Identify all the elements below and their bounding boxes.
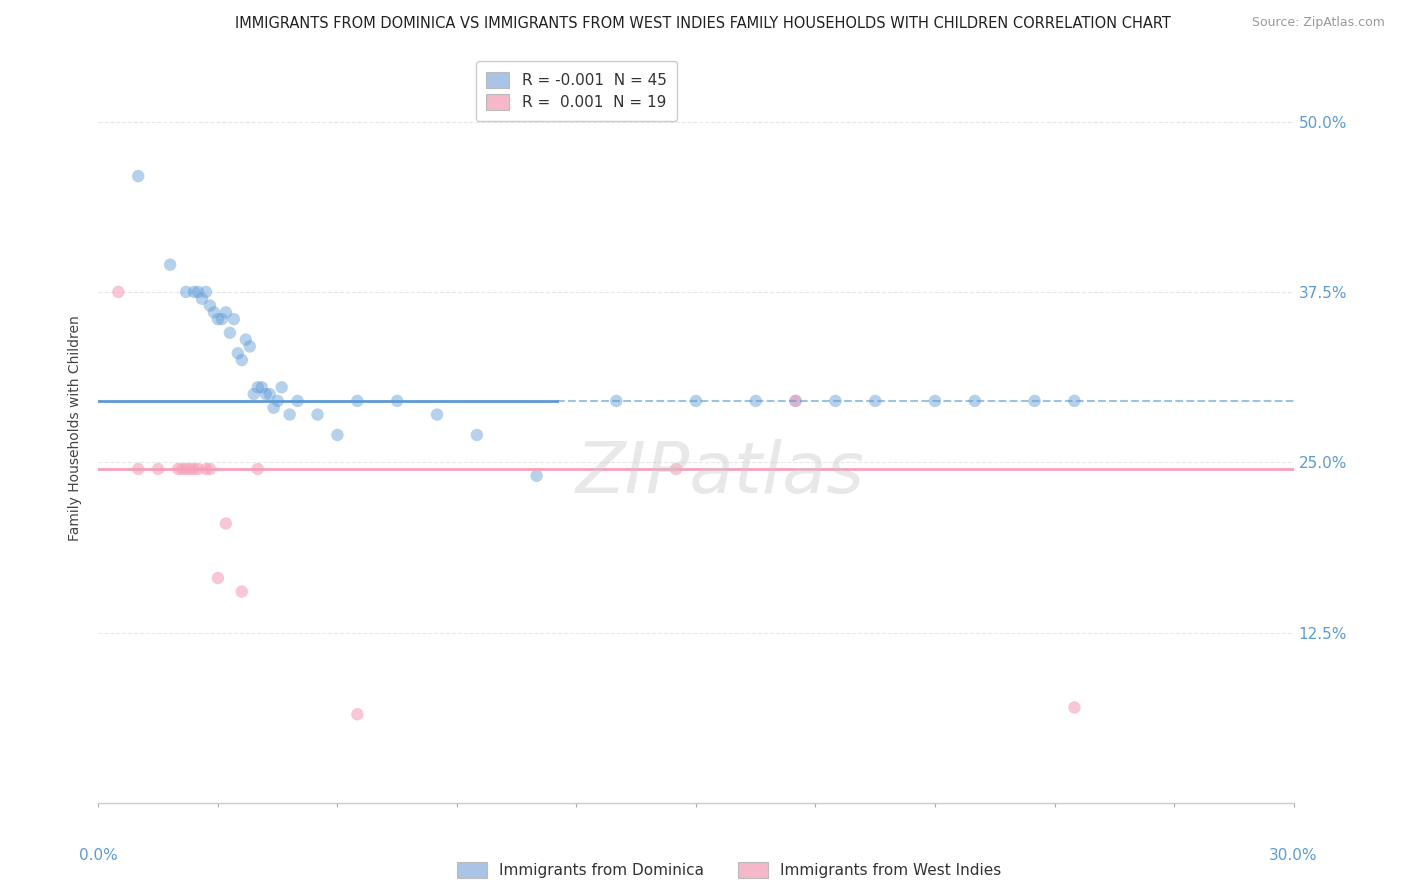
Point (187, 285, 209, 299)
Point (226, 346, 249, 360)
Point (222, 312, 245, 326)
Point (202, 305, 225, 319)
Bar (738, 862, 768, 879)
Point (250, 380, 273, 394)
Point (174, 285, 197, 299)
Point (865, 393, 887, 408)
Point (215, 516, 238, 531)
Point (605, 393, 627, 408)
Point (172, 462, 194, 476)
Point (243, 387, 266, 401)
Point (278, 408, 301, 422)
Point (426, 408, 449, 422)
Point (231, 584, 253, 599)
Point (1063, 393, 1085, 408)
Point (207, 312, 229, 326)
Point (211, 312, 233, 326)
Point (326, 428, 349, 442)
Point (963, 393, 986, 408)
Point (127, 169, 149, 183)
Point (127, 462, 149, 476)
Point (924, 393, 946, 408)
Text: Immigrants from West Indies: Immigrants from West Indies (780, 863, 1001, 878)
Y-axis label: Family Households with Children: Family Households with Children (69, 315, 83, 541)
Text: 0.0%: 0.0% (79, 847, 118, 863)
Text: Source: ZipAtlas.com: Source: ZipAtlas.com (1251, 16, 1385, 29)
Point (159, 258, 181, 272)
Point (1024, 393, 1046, 408)
Text: Immigrants from Dominica: Immigrants from Dominica (499, 863, 704, 878)
Point (1063, 700, 1085, 714)
Point (183, 285, 205, 299)
Point (215, 305, 238, 319)
Point (685, 393, 707, 408)
Point (254, 387, 277, 401)
Point (465, 428, 488, 442)
Point (198, 462, 221, 476)
Point (179, 462, 201, 476)
Point (346, 707, 368, 722)
Point (246, 380, 269, 394)
Point (207, 571, 229, 585)
Point (174, 462, 197, 476)
Point (287, 393, 309, 408)
Point (824, 393, 846, 408)
Point (745, 393, 768, 408)
Point (148, 462, 170, 476)
Legend: R = -0.001  N = 45, R =  0.001  N = 19: R = -0.001 N = 45, R = 0.001 N = 19 (475, 62, 678, 120)
Point (785, 393, 807, 408)
Point (195, 462, 218, 476)
Point (107, 285, 129, 299)
Point (195, 285, 218, 299)
Bar (457, 862, 486, 879)
Point (219, 326, 242, 340)
Point (263, 401, 285, 415)
Point (346, 393, 368, 408)
Point (167, 462, 190, 476)
Point (198, 299, 221, 313)
Point (665, 462, 688, 476)
Point (785, 393, 807, 408)
Point (231, 353, 253, 368)
Point (270, 380, 292, 394)
Point (267, 393, 290, 408)
Text: 30.0%: 30.0% (1270, 847, 1317, 863)
Text: IMMIGRANTS FROM DOMINICA VS IMMIGRANTS FROM WEST INDIES FAMILY HOUSEHOLDS WITH C: IMMIGRANTS FROM DOMINICA VS IMMIGRANTS F… (235, 16, 1171, 31)
Point (259, 387, 281, 401)
Point (239, 339, 262, 353)
Text: ZIPatlas: ZIPatlas (575, 439, 865, 508)
Point (191, 292, 214, 306)
Point (307, 408, 329, 422)
Point (183, 462, 205, 476)
Point (246, 462, 269, 476)
Point (526, 468, 548, 483)
Point (235, 333, 257, 347)
Point (187, 462, 209, 476)
Point (385, 393, 409, 408)
